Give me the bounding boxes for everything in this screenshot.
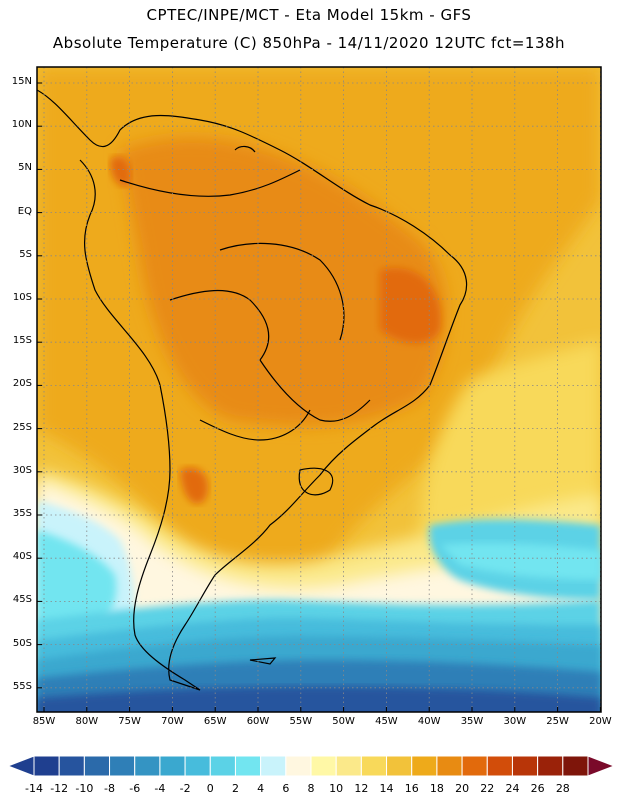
chart-title: CPTEC/INPE/MCT - Eta Model 15km - GFS [146, 6, 472, 24]
colorbar-level-label: 0 [206, 782, 214, 795]
colorbar-level-label: 4 [257, 782, 265, 795]
colorbar-level-label: 26 [530, 782, 545, 795]
lat-label: 55S [12, 680, 32, 692]
colorbar-max-arrow [587, 755, 616, 777]
lon-label: 50W [332, 716, 355, 727]
colorbar-swatch [335, 755, 362, 777]
lat-label: 30S [12, 464, 32, 476]
colorbar-level-label: 18 [429, 782, 444, 795]
lon-label: 85W [32, 716, 56, 727]
colorbar-swatch [436, 755, 463, 777]
colorbar-level-label: 2 [231, 782, 239, 795]
temperature-field [37, 67, 601, 712]
lon-label: 35W [460, 716, 484, 727]
lon-label: 25W [546, 716, 569, 727]
colorbar-swatch [159, 755, 186, 777]
colorbar-min-arrow [6, 755, 35, 777]
colorbar-level-label: 20 [455, 782, 470, 795]
coastlines [37, 89, 468, 691]
lat-label: 10S [12, 292, 32, 303]
colorbar-level-label: -8 [104, 782, 116, 795]
colorbar-swatch [562, 755, 589, 777]
lon-label: 80W [75, 716, 99, 727]
colorbar-swatch [310, 755, 337, 777]
colorbar-swatch [486, 755, 513, 777]
colorbar-level-label: 6 [282, 782, 290, 795]
lat-label: 5S [19, 248, 32, 260]
lat-label: 50S [12, 637, 32, 649]
axis-ticks [37, 82, 601, 712]
colorbar-level-label: 14 [379, 782, 394, 795]
lat-label: 40S [12, 551, 32, 563]
colorbar-level-label: -4 [154, 782, 166, 795]
colorbar-swatch [83, 755, 111, 777]
colorbar-swatch [209, 755, 236, 777]
lat-label: 20S [12, 378, 32, 390]
colorbar-level-label: -14 [25, 782, 43, 795]
colorbar-level-label: 22 [480, 782, 495, 795]
lat-label: 5N [18, 162, 32, 174]
colorbar-level-label: 12 [354, 782, 369, 795]
lon-label: 40W [417, 716, 441, 727]
colorbar [6, 755, 616, 777]
lat-label: 45S [12, 594, 32, 606]
colorbar-level-label: -12 [50, 782, 69, 795]
lat-label: 15S [12, 335, 32, 347]
colorbar-level-label: -2 [179, 782, 191, 795]
colorbar-swatch [58, 755, 85, 777]
colorbar-level-label: -10 [75, 782, 94, 795]
lat-label: 10N [11, 119, 32, 131]
chart-subtitle: Absolute Temperature (C) 850hPa - 14/11/… [52, 34, 566, 52]
colorbar-level-label: 10 [329, 782, 344, 795]
lon-label: 65W [203, 716, 227, 727]
lon-label: 45W [375, 716, 398, 727]
lon-label: 60W [246, 716, 270, 727]
colorbar-swatch [33, 755, 60, 777]
colorbar-swatch [109, 755, 136, 777]
colorbar-swatch [537, 755, 564, 777]
colorbar-swatch [411, 755, 438, 777]
colorbar-level-label: 16 [404, 782, 419, 795]
map-frame [36, 66, 602, 713]
lat-label: 25S [12, 421, 32, 433]
colorbar-swatch [234, 755, 262, 777]
colorbar-swatch [285, 755, 312, 777]
colorbar-swatch [511, 755, 539, 777]
colorbar-level-label: 8 [307, 782, 315, 795]
colorbar-swatch [461, 755, 488, 777]
lon-label: 75W [118, 716, 141, 727]
lon-label: 30W [503, 716, 527, 727]
colorbar-swatch [260, 755, 287, 777]
lon-label: 20W [589, 716, 612, 727]
colorbar-swatch [184, 755, 211, 777]
colorbar-level-label: 28 [555, 782, 570, 795]
lat-label: 35S [12, 508, 32, 519]
lon-label: 70W [161, 716, 184, 727]
colorbar-level-label: 24 [505, 782, 520, 795]
lon-label: 55W [289, 716, 313, 727]
colorbar-swatch [386, 755, 413, 777]
colorbar-swatch [134, 755, 161, 777]
colorbar-level-label: -6 [129, 782, 141, 795]
lat-label: EQ [17, 205, 32, 217]
lat-label: 15N [11, 76, 32, 87]
colorbar-swatch [360, 755, 388, 777]
